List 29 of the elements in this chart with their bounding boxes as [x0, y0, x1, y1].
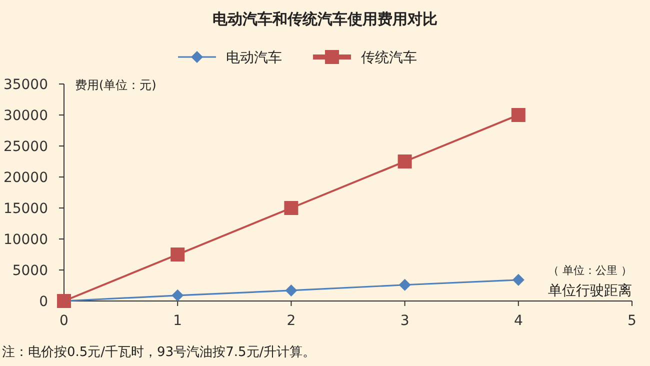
y-axis-title: 费用(单位：元)	[75, 78, 156, 92]
point	[172, 289, 184, 302]
point	[511, 108, 526, 122]
x-tick-label: 4	[514, 313, 523, 329]
annotation: （ 单位：公里 ）	[548, 264, 632, 277]
x-tick-label: 0	[60, 313, 68, 329]
point	[170, 248, 185, 262]
point	[398, 278, 411, 291]
x-tick-label: 2	[286, 313, 296, 329]
x-tick-label: 5	[628, 313, 636, 329]
x-axis-title: 单位行驶距离	[548, 283, 632, 299]
y-tick-label: 25000	[3, 139, 48, 155]
y-tick-label: 10000	[3, 232, 48, 248]
x-tick-label: 3	[400, 313, 410, 329]
text: 注：电价按0.5元/千瓦时，93号汽油按7.5元/升计算。	[2, 345, 316, 360]
y-tick-label: 0	[39, 294, 48, 310]
point	[285, 284, 298, 296]
y-tick-label: 35000	[3, 77, 48, 93]
x-tick-label: 1	[173, 313, 182, 329]
y-tick-label: 30000	[3, 108, 48, 124]
point	[284, 201, 298, 215]
point	[512, 274, 524, 286]
chart-title: 电动汽车和传统汽车使用费用对比	[212, 10, 438, 28]
legend-label: 传统汽车	[361, 50, 417, 66]
point	[398, 154, 412, 168]
legend-label: 电动汽车	[226, 50, 282, 66]
y-tick-label: 5000	[12, 263, 48, 279]
y-tick-label: 20000	[3, 170, 48, 186]
y-tick-label: 15000	[3, 201, 48, 217]
